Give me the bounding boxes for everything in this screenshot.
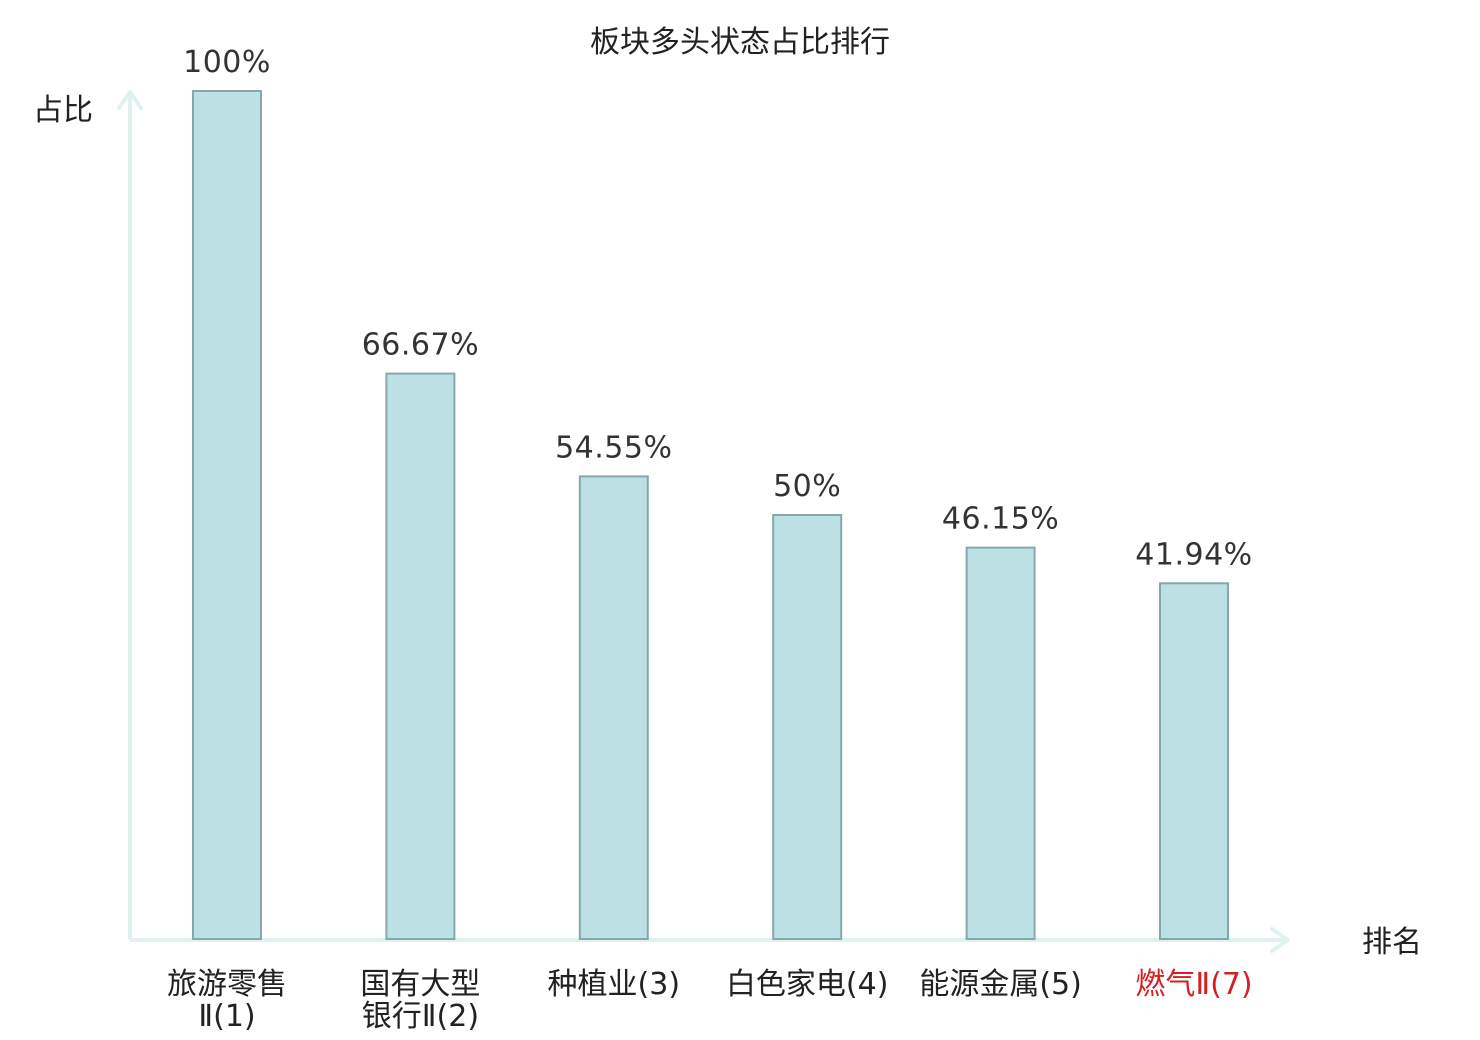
value-label-5: 46.15% [942,502,1059,537]
category-labels-group: 旅游零售 Ⅱ(1) 国有大型银行Ⅱ(2) 种植业(3) 白色家电(4) 能源金属(5) 燃气… [167,967,1253,1034]
value-label-6: 41.94% [1135,537,1252,572]
category-label-3: 种植业(3) [548,967,681,1002]
category-label-line: 旅游零售 [167,967,287,1002]
category-label-1: 旅游零售 Ⅱ(1) [167,967,287,1034]
y-axis-label: 占比 [33,93,93,128]
bar-5 [965,546,1036,940]
category-label-6: 燃气Ⅱ(7) [1135,967,1252,1002]
category-label-line: Ⅱ(1) [198,999,255,1034]
category-label-line: 银行Ⅱ(2) [362,999,479,1034]
bar-3 [578,475,649,940]
category-label-line: 能源金属(5) [919,967,1082,1002]
category-label-line: 国有大型 [360,967,480,1002]
bars-group [192,90,1229,941]
bar-4 [772,514,843,940]
value-labels-group: 100% 66.67% 54.55% 50% 46.15% 41.94% [183,45,1252,572]
category-label-2: 国有大型银行Ⅱ(2) [360,967,480,1034]
y-axis: 占比 [33,90,143,940]
bar-2 [385,372,456,941]
y-axis-arrowhead [117,90,143,110]
category-label-5: 能源金属(5) [919,967,1082,1002]
value-label-2: 66.67% [362,328,479,363]
x-axis-arrowhead [1270,927,1290,953]
category-label-4: 白色家电(4) [726,967,889,1002]
bar-1 [192,90,262,940]
bar-6 [1159,582,1229,940]
category-label-line: 白色家电(4) [726,967,889,1002]
value-label-4: 50% [773,469,841,504]
value-label-3: 54.55% [555,430,672,465]
category-label-line: 种植业(3) [548,967,681,1002]
x-axis: 排名 [130,925,1422,960]
chart-title: 板块多头状态占比排行 [590,25,890,60]
value-label-1: 100% [183,45,271,80]
category-label-line: 燃气Ⅱ(7) [1135,967,1252,1002]
x-axis-label: 排名 [1362,925,1422,960]
